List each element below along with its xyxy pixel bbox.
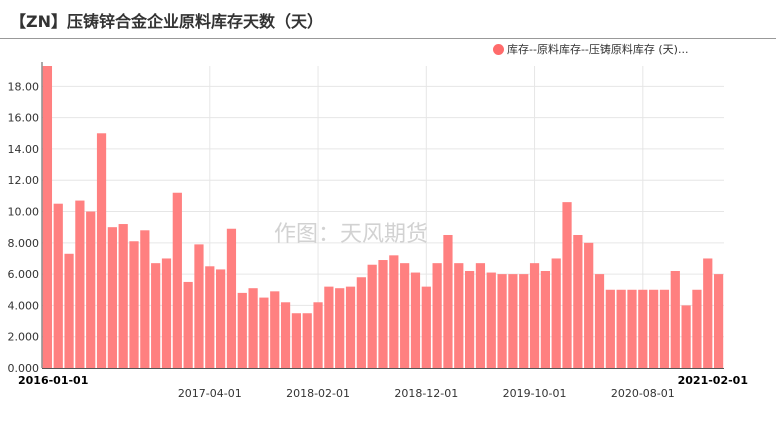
- bar: [324, 286, 334, 368]
- x-tick-label: 2021-02-01: [678, 374, 748, 387]
- legend-label: 库存--原料库存--压铸原料库存 (天)...: [507, 43, 689, 56]
- bar: [226, 228, 237, 368]
- bar: [529, 263, 540, 368]
- bar: [118, 224, 128, 368]
- watermark: 作图：天风期货: [274, 222, 429, 247]
- bar: [367, 264, 377, 368]
- x-tick-label: 2017-04-01: [178, 387, 242, 400]
- bar: [400, 263, 410, 368]
- bar: [53, 203, 63, 368]
- bar: [86, 211, 96, 368]
- y-tick-label: 4.000: [8, 299, 40, 312]
- bar: [389, 255, 399, 368]
- title-divider: [0, 38, 776, 39]
- bar: [443, 234, 453, 368]
- bar: [107, 227, 117, 368]
- bar: [638, 289, 648, 368]
- bar: [194, 244, 204, 368]
- bar: [562, 202, 572, 368]
- bar: [508, 274, 518, 368]
- bar: [378, 260, 388, 368]
- bar: [540, 270, 550, 368]
- bar: [248, 288, 258, 368]
- bar: [302, 313, 312, 368]
- bar: [183, 281, 193, 368]
- y-tick-label: 10.00: [8, 206, 40, 219]
- y-tick-label: 2.000: [8, 331, 40, 344]
- x-tick-label: 2018-02-01: [286, 387, 350, 400]
- bar: [713, 274, 724, 368]
- bar: [464, 270, 475, 368]
- bar: [681, 305, 691, 368]
- bar: [172, 192, 182, 368]
- bar: [432, 263, 442, 368]
- bar: [129, 241, 139, 368]
- chart-title: 【ZN】压铸锌合金企业原料库存天数（天）: [10, 12, 323, 31]
- bar: [497, 274, 507, 368]
- bar: [270, 291, 280, 368]
- bar: [96, 133, 107, 368]
- bar: [237, 292, 247, 368]
- bar: [259, 297, 269, 368]
- bar: [335, 288, 345, 368]
- bar: [280, 302, 291, 368]
- bar: [573, 234, 583, 368]
- bar: [649, 289, 659, 368]
- bar: [519, 274, 529, 368]
- y-tick-label: 12.00: [8, 174, 40, 187]
- x-tick-label: 2019-10-01: [503, 387, 567, 400]
- bar: [584, 242, 594, 368]
- bar: [345, 286, 356, 368]
- legend-swatch: [493, 43, 504, 55]
- y-tick-label: 6.000: [8, 268, 40, 281]
- bar: [486, 272, 496, 368]
- legend[interactable]: 库存--原料库存--压铸原料库存 (天)...: [493, 41, 688, 57]
- y-tick-label: 0.000: [8, 362, 40, 375]
- x-tick-label: 2018-12-01: [394, 387, 458, 400]
- bar: [594, 274, 605, 368]
- bar: [75, 200, 85, 368]
- bar: [64, 253, 74, 368]
- bar: [140, 230, 150, 368]
- y-tick-label: 14.00: [8, 143, 40, 156]
- bar: [291, 313, 302, 368]
- bar: [475, 263, 486, 368]
- bar: [356, 277, 366, 368]
- y-tick-label: 8.000: [8, 237, 40, 250]
- bar: [551, 258, 561, 368]
- bar: [703, 258, 713, 368]
- y-tick-label: 18.00: [8, 80, 40, 93]
- bar: [605, 289, 615, 368]
- bar: [421, 286, 431, 368]
- bar: [670, 270, 680, 368]
- bar: [151, 263, 161, 368]
- bar: [659, 289, 670, 368]
- bar: [616, 289, 626, 368]
- bar: [627, 289, 637, 368]
- bar: [205, 266, 215, 368]
- bar: [161, 258, 172, 368]
- bar: [454, 263, 464, 368]
- x-tick-label: 2016-01-01: [18, 374, 88, 387]
- bar: [42, 66, 53, 368]
- x-tick-label: 2020-08-01: [611, 387, 675, 400]
- bar: [692, 289, 702, 368]
- bar: [216, 269, 226, 368]
- y-tick-label: 16.00: [8, 112, 40, 125]
- bar: [313, 302, 323, 368]
- bar: [410, 272, 421, 368]
